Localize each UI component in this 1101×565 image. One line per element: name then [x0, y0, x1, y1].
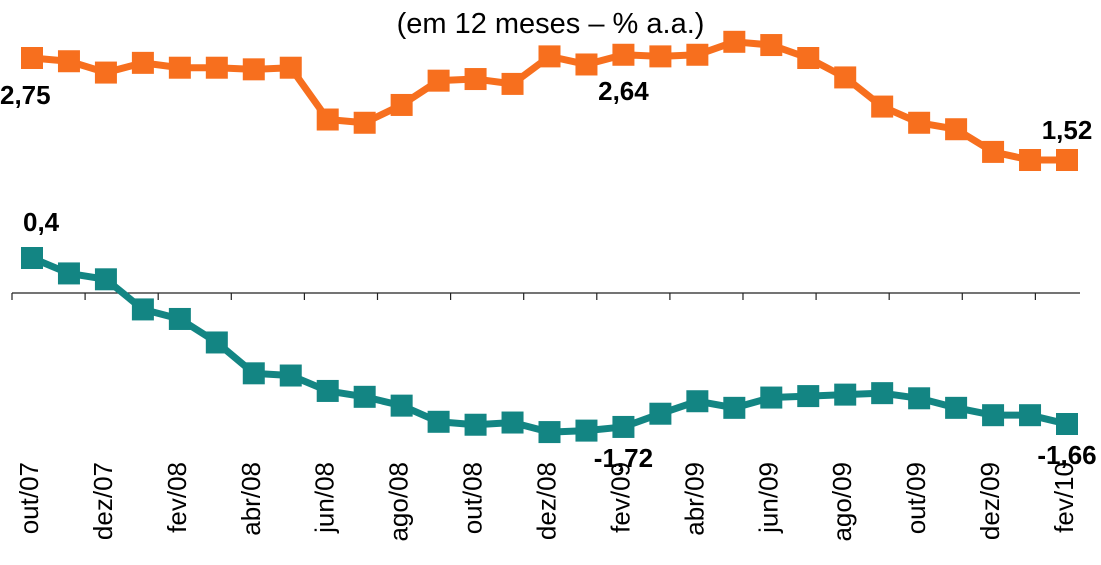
x-tick-label: abr/09 [679, 462, 709, 536]
x-tick-label: jun/08 [310, 462, 340, 534]
series-1-point [797, 47, 820, 69]
chart-subtitle: (em 12 meses – % a.a.) [396, 8, 705, 40]
series-1-point [242, 58, 265, 81]
data-label: 2,75 [0, 80, 51, 110]
series-2-point [353, 385, 376, 408]
x-tick-label: out/08 [458, 462, 488, 534]
series-2-point [834, 383, 857, 406]
series-2-point [390, 394, 413, 417]
data-label: 2,64 [598, 76, 649, 106]
series-2-point [575, 419, 598, 442]
series-2-point [982, 404, 1005, 427]
series-1-point [168, 56, 191, 79]
series-1-point [57, 50, 80, 73]
series-1-point [760, 34, 783, 57]
series-1-point [538, 45, 561, 68]
series-1-point [316, 108, 339, 131]
series-2-point [945, 396, 968, 419]
series-1-point [205, 56, 228, 79]
series-2-point [94, 268, 117, 291]
series-1-point [834, 66, 857, 89]
series-2-point [57, 262, 80, 285]
x-tick-label: abr/08 [236, 462, 266, 536]
series-1-point [723, 30, 746, 53]
x-tick-label: dez/07 [88, 462, 118, 540]
series-2-point [427, 410, 450, 433]
series-layer [21, 30, 1078, 444]
x-tick-label: fev/10 [1049, 462, 1079, 533]
series-1-point [94, 61, 117, 84]
series-2-point [316, 379, 339, 402]
series-1-point [353, 111, 376, 134]
x-tick-label: out/07 [14, 462, 44, 534]
series-1-point [1056, 149, 1078, 171]
label-layer: 2,75 2,64 1,52 0,4 -1,72 -1,66 [0, 76, 1097, 473]
series-1-point [982, 140, 1005, 163]
data-label: 1,52 [1042, 115, 1093, 145]
series-2-point [760, 386, 783, 409]
series-1-point [131, 51, 154, 74]
series-2-point [279, 364, 302, 387]
series-1-point [649, 45, 672, 68]
series-2-point [723, 396, 746, 419]
series-2-point [242, 362, 265, 385]
series-2-point [464, 413, 487, 436]
series-2-point [649, 402, 672, 425]
series-1-point [21, 47, 43, 69]
series-2-point [686, 390, 709, 413]
x-tick-label: jun/09 [753, 462, 783, 534]
series-1-point [908, 111, 931, 134]
series-1-point [427, 69, 450, 92]
series-1-point [279, 56, 302, 79]
data-label: 0,4 [23, 207, 60, 237]
series-2-point [501, 411, 524, 434]
series-1-point [390, 93, 413, 116]
series-2-point [168, 307, 191, 330]
series-1-point [871, 95, 894, 118]
series-2-point [871, 382, 894, 405]
series-1-point [575, 53, 598, 76]
x-tick-label: dez/09 [975, 462, 1005, 540]
series-1-point [501, 72, 524, 95]
series-2-point [131, 298, 154, 321]
x-axis: out/07 dez/07 fev/08 abr/08 jun/08 ago/08 out/… [11, 292, 1080, 542]
series-2-point [538, 421, 561, 444]
series-2-point [21, 247, 43, 269]
series-2-point [205, 331, 228, 354]
x-tick-label: fev/08 [162, 462, 192, 533]
series-1-point [945, 118, 968, 141]
x-tick-label: ago/08 [384, 462, 414, 542]
x-tick-label: out/09 [901, 462, 931, 534]
series-2-point [1019, 404, 1042, 427]
x-tick-label: dez/08 [532, 462, 562, 540]
data-label: -1,66 [1037, 440, 1096, 470]
series-1-point [686, 43, 709, 66]
series-1-point [612, 43, 635, 66]
series-1-point [1019, 149, 1042, 171]
series-1-point [464, 68, 487, 91]
x-tick-label: fev/09 [605, 462, 635, 533]
x-tick-label: ago/09 [827, 462, 857, 542]
series-2-point [612, 415, 635, 438]
series-2-point [1056, 413, 1078, 435]
data-label: -1,72 [594, 443, 653, 473]
series-2-point [797, 385, 820, 408]
series-2-point [908, 387, 931, 410]
